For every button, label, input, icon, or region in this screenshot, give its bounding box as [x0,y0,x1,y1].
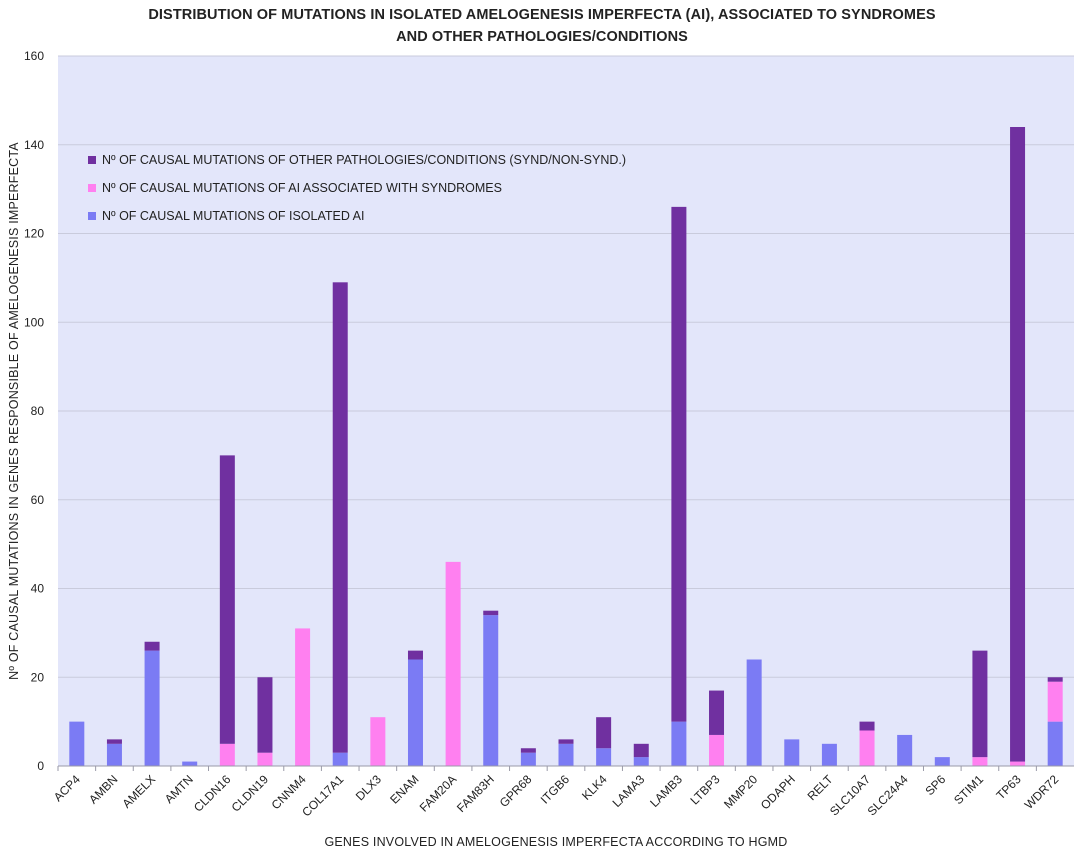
bar-cldn19-other [257,677,273,753]
x-tick-dlx3: DLX3 [353,772,384,803]
y-axis-label: Nº OF CAUSAL MUTATIONS IN GENES RESPONSI… [7,142,21,680]
bar-itgb6-isolated [558,743,574,766]
bar-fam83h-isolated [483,615,499,766]
bar-lamb3-isolated [671,721,687,766]
legend-label-other: Nº OF CAUSAL MUTATIONS OF OTHER PATHOLOG… [102,153,626,167]
bar-mmp20-isolated [746,659,762,766]
legend-label-syndromes: Nº OF CAUSAL MUTATIONS OF AI ASSOCIATED … [102,181,502,195]
bar-col17a1-isolated [332,752,348,766]
x-tick-col17a1: COL17A1 [299,772,346,819]
bar-klk4-other [596,717,612,749]
bar-itgb6-other [558,739,574,744]
y-tick-60: 60 [31,493,45,507]
x-tick-ambn: AMBN [86,772,120,806]
bar-ltbp3-syndromes [709,734,725,766]
chart-title-line-1: DISTRIBUTION OF MUTATIONS IN ISOLATED AM… [148,7,936,23]
bar-amelx-isolated [144,650,160,766]
bar-cldn19-syndromes [257,752,273,766]
x-tick-lama3: LAMA3 [610,772,648,810]
bar-slc10a7-syndromes [859,730,875,766]
bar-klk4-isolated [596,748,612,766]
x-tick-sp6: SP6 [922,772,948,798]
legend-label-isolated: Nº OF CAUSAL MUTATIONS OF ISOLATED AI [102,209,364,223]
y-tick-20: 20 [31,670,45,684]
bar-wdr72-other [1047,677,1063,682]
x-tick-relt: RELT [805,772,836,803]
x-tick-cldn19: CLDN19 [229,772,272,815]
bar-stim1-syndromes [972,757,988,766]
bar-col17a1-other [332,282,348,753]
bar-acp4-isolated [69,721,85,766]
bar-gpr68-isolated [520,752,536,766]
legend-swatch-other [88,156,96,164]
bar-amelx-other [144,641,160,651]
legend-swatch-isolated [88,212,96,220]
y-tick-labels: 0 20 40 60 80 100 120 140 160 [24,49,44,773]
bar-dlx3-syndromes [370,717,386,766]
bar-lama3-other [633,743,649,758]
bar-lamb3-other [671,206,687,722]
x-tick-odaph: ODAPH [758,772,798,812]
chart-title-line-2: AND OTHER PATHOLOGIES/CONDITIONS [396,29,688,45]
bar-enam-isolated [407,659,423,766]
x-tick-klk4: KLK4 [579,772,610,803]
bar-sp6-isolated [934,757,950,766]
bar-cldn16-other [219,455,235,744]
legend-swatch-syndromes [88,184,96,192]
legend: Nº OF CAUSAL MUTATIONS OF OTHER PATHOLOG… [88,153,626,223]
bar-relt-isolated [821,743,837,766]
bar-gpr68-other [520,748,536,753]
x-tick-mmp20: MMP20 [721,772,760,811]
x-tick-acp4: ACP4 [51,772,83,804]
y-tick-40: 40 [31,582,45,596]
bar-cldn16-syndromes [219,743,235,766]
x-tick-fam20a: FAM20A [417,772,459,814]
bar-fam83h-other [483,610,499,616]
x-axis-label: GENES INVOLVED IN AMELOGENESIS IMPERFECT… [324,835,787,849]
bar-odaph-isolated [784,739,800,766]
y-tick-100: 100 [24,315,44,329]
y-tick-140: 140 [24,138,44,152]
x-tick-slc24a4: SLC24A4 [865,772,911,818]
bar-enam-other [407,650,423,660]
bar-tp63-other [1010,127,1026,762]
bar-cnnm4-syndromes [295,628,311,766]
bar-slc10a7-other [859,721,875,731]
x-tick-ltbp3: LTBP3 [687,772,722,807]
x-tick-stim1: STIM1 [951,772,986,807]
y-tick-120: 120 [24,227,44,241]
axes [57,765,1074,771]
bar-amtn-isolated [182,761,198,766]
x-tick-tp63: TP63 [993,772,1023,802]
bar-fam20a-syndromes [445,561,461,766]
bar-ltbp3-other [709,690,725,735]
y-tick-0: 0 [37,759,44,773]
chart-title: DISTRIBUTION OF MUTATIONS IN ISOLATED AM… [0,4,1084,48]
bar-tp63-syndromes [1010,761,1026,766]
y-tick-160: 160 [24,49,44,63]
x-tick-amelx: AMELX [120,772,159,811]
bar-ambn-other [106,739,122,744]
bars [69,127,1063,766]
bar-slc24a4-isolated [897,734,913,766]
x-tick-cldn16: CLDN16 [191,772,234,815]
y-tick-80: 80 [31,404,45,418]
x-tick-itgb6: ITGB6 [538,772,573,807]
x-tick-fam83h: FAM83H [454,772,497,815]
x-tick-enam: ENAM [387,772,421,806]
x-tick-lamb3: LAMB3 [647,772,685,810]
x-tick-amtn: AMTN [162,772,196,806]
x-tick-wdr72: WDR72 [1022,772,1062,812]
bar-wdr72-isolated [1047,721,1063,766]
x-tick-gpr68: GPR68 [497,772,535,810]
bar-ambn-isolated [106,743,122,766]
bar-lama3-isolated [633,757,649,766]
bar-wdr72-syndromes [1047,681,1063,722]
bar-stim1-other [972,650,988,758]
